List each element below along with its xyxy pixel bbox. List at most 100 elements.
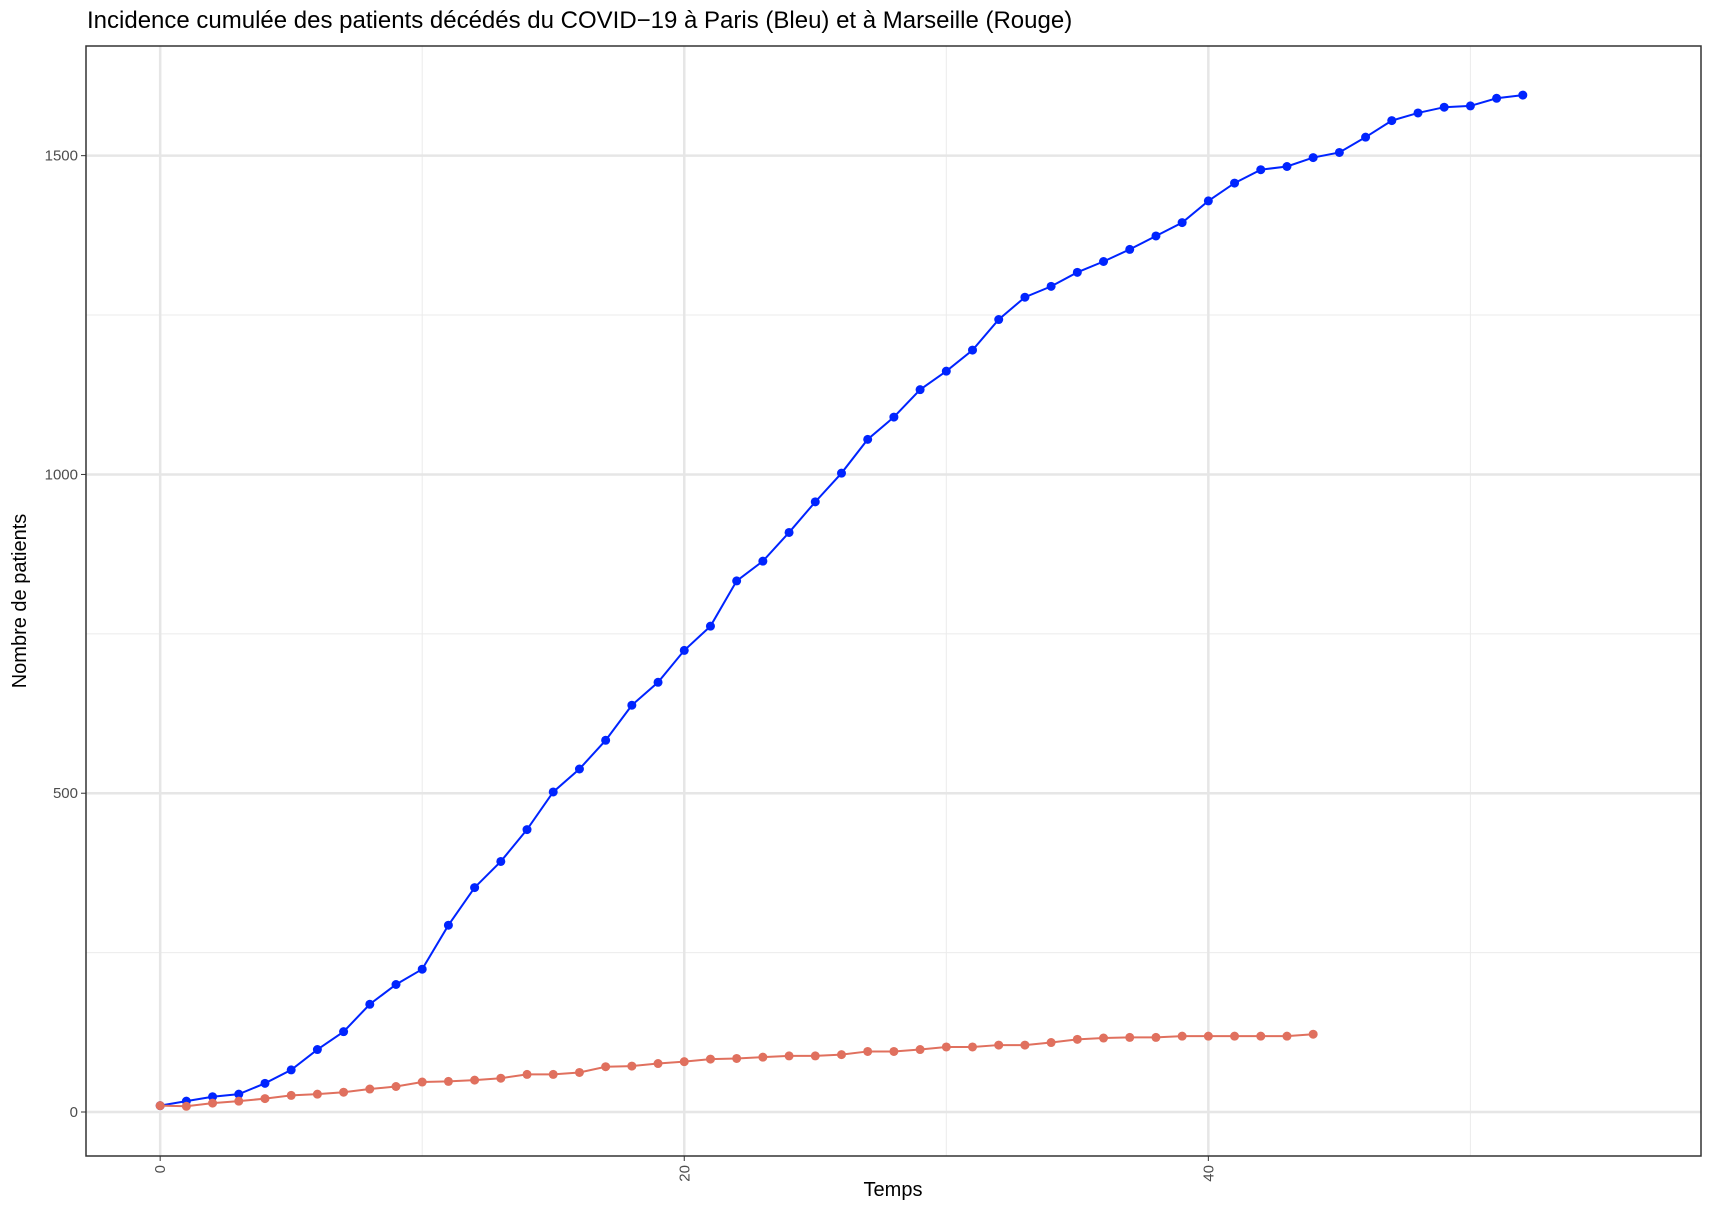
point <box>1203 196 1213 206</box>
point <box>758 1052 768 1062</box>
point <box>1151 1032 1161 1042</box>
point <box>1072 267 1082 277</box>
point <box>208 1098 218 1108</box>
point <box>1072 1034 1082 1044</box>
point <box>522 825 532 835</box>
point <box>1387 116 1397 126</box>
point <box>1308 1029 1318 1039</box>
point <box>679 645 689 655</box>
point <box>915 1045 925 1055</box>
point <box>784 1051 794 1061</box>
x-tick-label: 0 <box>152 1165 169 1173</box>
point <box>1413 108 1423 118</box>
point <box>941 1042 951 1052</box>
point <box>732 1053 742 1063</box>
point <box>1177 1031 1187 1041</box>
point <box>1125 1032 1135 1042</box>
point <box>1046 281 1056 291</box>
chart-title: Incidence cumulée des patients décédés d… <box>87 7 1072 34</box>
point <box>417 1077 427 1087</box>
point <box>889 412 899 422</box>
point <box>1492 93 1502 103</box>
point <box>208 1092 218 1102</box>
point <box>810 497 820 507</box>
y-tick-label: 1000 <box>45 466 78 483</box>
point <box>863 434 873 444</box>
point <box>994 1040 1004 1050</box>
point <box>548 1069 558 1079</box>
point <box>784 527 794 537</box>
point <box>705 1054 715 1064</box>
point <box>810 1051 820 1061</box>
point <box>889 1046 899 1056</box>
point <box>286 1065 296 1075</box>
point <box>968 1042 978 1052</box>
point <box>470 1075 480 1085</box>
plot-border <box>85 45 1702 1157</box>
point <box>1518 90 1528 100</box>
point <box>574 764 584 774</box>
point <box>260 1094 270 1104</box>
point <box>1177 218 1187 228</box>
point <box>339 1027 349 1037</box>
point <box>705 621 715 631</box>
point <box>915 385 925 395</box>
point <box>1020 292 1030 302</box>
series-line <box>159 94 1523 1107</box>
series-line <box>160 1033 1314 1108</box>
point <box>758 556 768 566</box>
point <box>994 315 1004 325</box>
point <box>234 1096 244 1106</box>
point <box>1230 178 1240 188</box>
point <box>1203 1031 1213 1041</box>
point <box>1465 101 1475 111</box>
point <box>1308 153 1318 163</box>
point <box>1020 1040 1030 1050</box>
point <box>260 1078 270 1088</box>
point <box>496 856 506 866</box>
point <box>732 576 742 586</box>
x-tick-label: 40 <box>1200 1165 1217 1182</box>
y-tick-label: 0 <box>70 1104 78 1121</box>
point <box>1099 1033 1109 1043</box>
point <box>365 1084 375 1094</box>
point <box>522 1069 532 1079</box>
point <box>391 1082 401 1092</box>
x-axis-label: Temps <box>864 1179 923 1201</box>
point <box>417 964 427 974</box>
point <box>679 1057 689 1067</box>
y-axis-label: Nombre de patients <box>9 514 31 689</box>
point <box>627 1061 637 1071</box>
point <box>574 1067 584 1077</box>
point <box>234 1089 244 1099</box>
point <box>1099 256 1109 266</box>
point <box>941 366 951 376</box>
point <box>1256 1031 1266 1041</box>
point <box>181 1101 191 1111</box>
y-tick-label: 500 <box>53 785 78 802</box>
point <box>1256 165 1266 175</box>
point <box>496 1073 506 1083</box>
point <box>653 677 663 687</box>
point <box>365 999 375 1009</box>
point <box>286 1090 296 1100</box>
point <box>836 1050 846 1060</box>
point <box>653 1059 663 1069</box>
point <box>391 979 401 989</box>
point <box>968 345 978 355</box>
point <box>627 700 637 710</box>
point <box>312 1045 322 1055</box>
point <box>863 1046 873 1056</box>
point <box>470 883 480 893</box>
point <box>1046 1038 1056 1048</box>
point <box>443 920 453 930</box>
point <box>339 1087 349 1097</box>
point <box>1439 102 1449 112</box>
point <box>443 1076 453 1086</box>
point <box>155 1101 165 1111</box>
point <box>1334 147 1344 157</box>
point <box>1125 244 1135 254</box>
point <box>836 468 846 478</box>
point <box>548 787 558 797</box>
